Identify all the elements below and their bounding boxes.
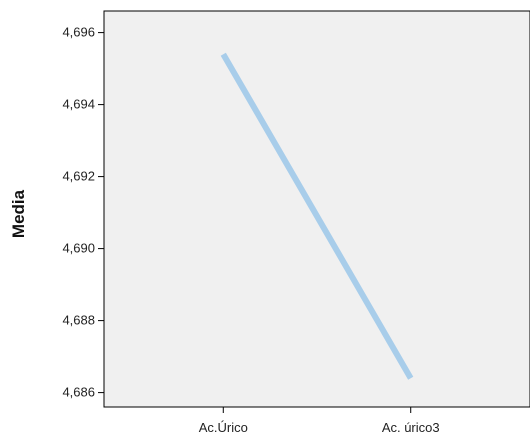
y-tick-label: 4,690 — [62, 241, 95, 256]
series-line — [220, 52, 414, 380]
series-group — [220, 52, 414, 380]
x-axis: Ac.Úrico Ac. úrico3 — [199, 407, 440, 435]
y-tick-label: 4,694 — [62, 97, 95, 112]
y-tick-label: 4,688 — [62, 313, 95, 328]
y-tick-label: 4,692 — [62, 169, 95, 184]
x-tick-label: Ac. úrico3 — [382, 420, 440, 435]
y-axis: 4,686 4,688 4,690 4,692 4,694 4,696 — [62, 25, 104, 400]
y-tick-label: 4,686 — [62, 385, 95, 400]
y-tick-label: 4,696 — [62, 25, 95, 40]
x-tick-label: Ac.Úrico — [199, 420, 248, 435]
plot-area — [103, 10, 530, 408]
y-axis-title: Media — [9, 189, 28, 238]
